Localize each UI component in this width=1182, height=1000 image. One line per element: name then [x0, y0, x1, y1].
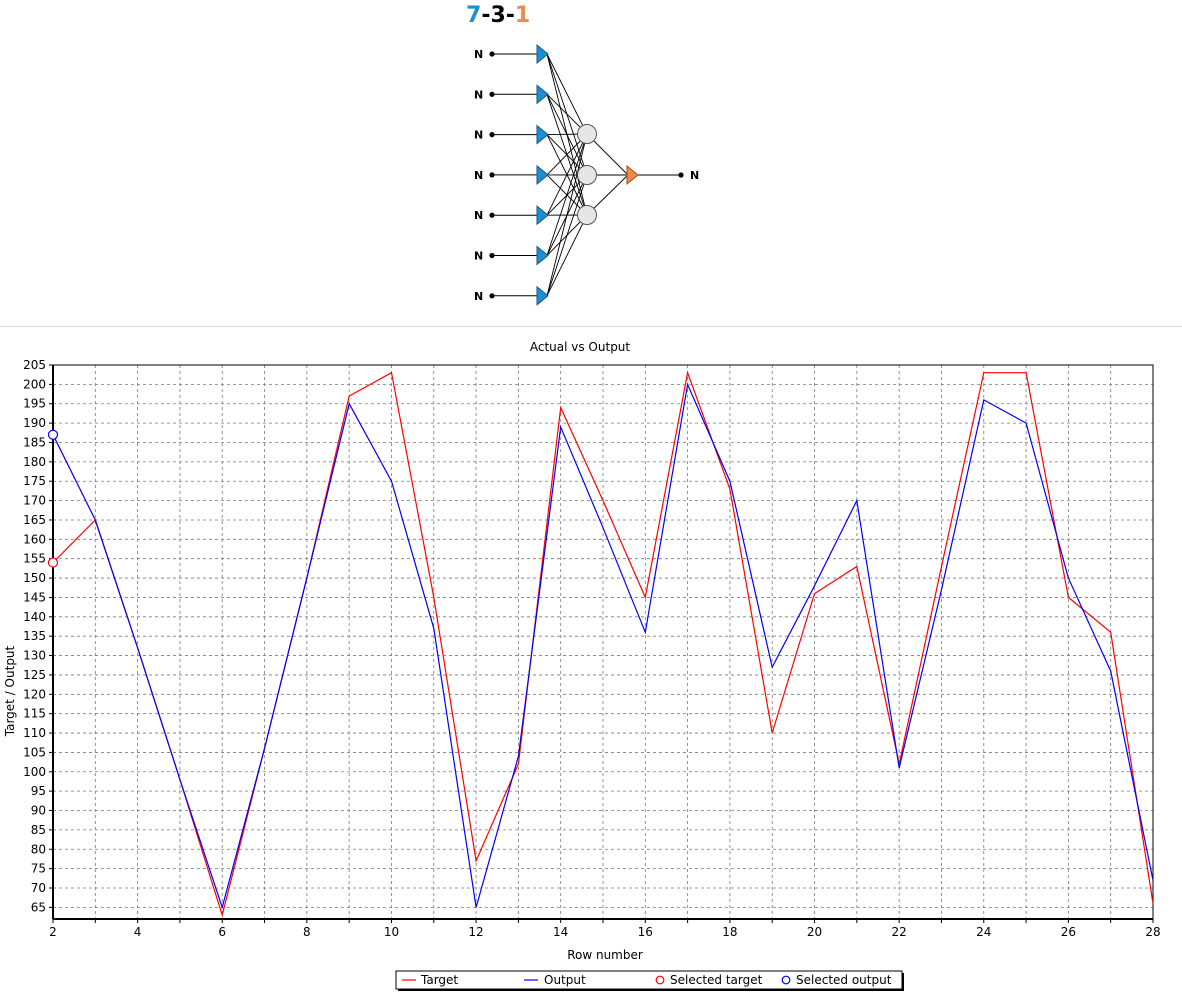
y-tick-label: 70: [31, 881, 46, 895]
legend-output-label: Output: [544, 973, 586, 987]
x-tick-label: 8: [303, 925, 311, 939]
y-tick-label: 105: [23, 745, 46, 759]
input-dot: [489, 92, 494, 97]
y-tick-label: 175: [23, 474, 46, 488]
y-tick-label: 90: [31, 804, 46, 818]
input-dot: [489, 293, 494, 298]
input-label: N: [474, 290, 483, 303]
input-neuron: [537, 166, 548, 184]
y-tick-label: 190: [23, 416, 46, 430]
y-tick-label: 135: [23, 629, 46, 643]
x-tick-label: 2: [49, 925, 57, 939]
x-tick-label: 12: [468, 925, 483, 939]
y-tick-label: 110: [23, 726, 46, 740]
input-label: N: [474, 88, 483, 101]
output-dot: [678, 172, 683, 177]
actual-vs-output-chart: Actual vs Output 65 70 75 80 85 90 95 100 105 110…: [0, 327, 1182, 996]
arch-outputs-count: 1: [515, 3, 530, 28]
arch-hidden-count: 3: [490, 3, 505, 28]
hidden-neuron: [578, 166, 597, 185]
y-tick-label: 75: [31, 862, 46, 876]
output-label: N: [690, 169, 699, 182]
x-tick-label: 20: [807, 925, 822, 939]
connection-line: [547, 215, 587, 296]
x-tick-label: 14: [553, 925, 568, 939]
y-tick-label: 115: [23, 707, 46, 721]
x-tick-label: 16: [638, 925, 653, 939]
y-tick-label: 85: [31, 823, 46, 837]
chart-legend: Target Output Selected target Selected outp…: [396, 971, 904, 991]
hidden-neuron: [578, 125, 597, 144]
y-axis-label: Target / Output: [3, 645, 17, 737]
y-tick-label: 160: [23, 532, 46, 546]
input-label: N: [474, 48, 483, 61]
input-neuron: [537, 287, 548, 305]
network-diagram-panel: 7-3-1 N N N N N N N N: [0, 0, 1182, 325]
x-tick-label: 10: [384, 925, 399, 939]
x-tick-label: 22: [892, 925, 907, 939]
legend-selected-target-label: Selected target: [670, 973, 763, 987]
x-axis-label: Row number: [567, 948, 643, 962]
input-neuron: [537, 206, 548, 224]
y-tick-label: 125: [23, 668, 46, 682]
input-label: N: [474, 250, 483, 263]
x-tick-label: 18: [722, 925, 737, 939]
input-label: N: [474, 129, 483, 142]
input-label: N: [474, 169, 483, 182]
y-tick-label: 95: [31, 784, 46, 798]
x-tick-label: 4: [134, 925, 142, 939]
y-tick-label: 130: [23, 649, 46, 663]
connection-line: [547, 134, 587, 256]
arch-separator: -: [506, 3, 515, 28]
input-dot: [489, 172, 494, 177]
input-neuron: [537, 126, 548, 144]
y-tick-label: 100: [23, 765, 46, 779]
input-dot: [489, 213, 494, 218]
input-dot: [489, 132, 494, 137]
arch-separator: -: [481, 3, 490, 28]
y-tick-label: 165: [23, 513, 46, 527]
input-label: N: [474, 209, 483, 222]
y-tick-label: 150: [23, 571, 46, 585]
selected-output-marker: [49, 430, 58, 439]
legend-selected-output-swatch: [782, 976, 790, 984]
legend-selected-output-label: Selected output: [796, 973, 892, 987]
hidden-neuron: [578, 206, 597, 225]
legend-selected-target-swatch: [656, 976, 664, 984]
y-tick-label: 80: [31, 842, 46, 856]
connection-line: [547, 175, 587, 296]
y-tick-label: 155: [23, 552, 46, 566]
input-dot: [489, 253, 494, 258]
x-tick-label: 28: [1145, 925, 1160, 939]
y-tick-label: 200: [23, 377, 46, 391]
y-tick-label: 145: [23, 590, 46, 604]
connection-line: [547, 54, 587, 134]
x-tick-label: 6: [218, 925, 226, 939]
y-tick-label: 185: [23, 435, 46, 449]
y-tick-label: 140: [23, 610, 46, 624]
y-tick-label: 120: [23, 687, 46, 701]
chart-panel: Actual vs Output 65 70 75 80 85 90 95 100 105 110…: [0, 327, 1182, 996]
chart-title: Actual vs Output: [530, 340, 631, 354]
selected-target-marker: [49, 558, 58, 567]
x-tick-label: 26: [1061, 925, 1076, 939]
y-tick-label: 65: [31, 900, 46, 914]
y-tick-label: 180: [23, 455, 46, 469]
input-neuron: [537, 85, 548, 103]
input-dot: [489, 51, 494, 56]
input-neuron: [537, 247, 548, 265]
y-tick-label: 195: [23, 397, 46, 411]
y-tick-label: 170: [23, 494, 46, 508]
input-neuron: [537, 45, 548, 63]
svg-text:7-3-1: 7-3-1: [466, 3, 530, 28]
legend-target-label: Target: [420, 973, 458, 987]
y-tick-label: 205: [23, 358, 46, 372]
network-diagram: 7-3-1 N N N N N N N N: [0, 0, 1182, 325]
x-tick-label: 24: [976, 925, 991, 939]
arch-inputs-count: 7: [466, 3, 481, 28]
output-neuron: [627, 166, 638, 184]
